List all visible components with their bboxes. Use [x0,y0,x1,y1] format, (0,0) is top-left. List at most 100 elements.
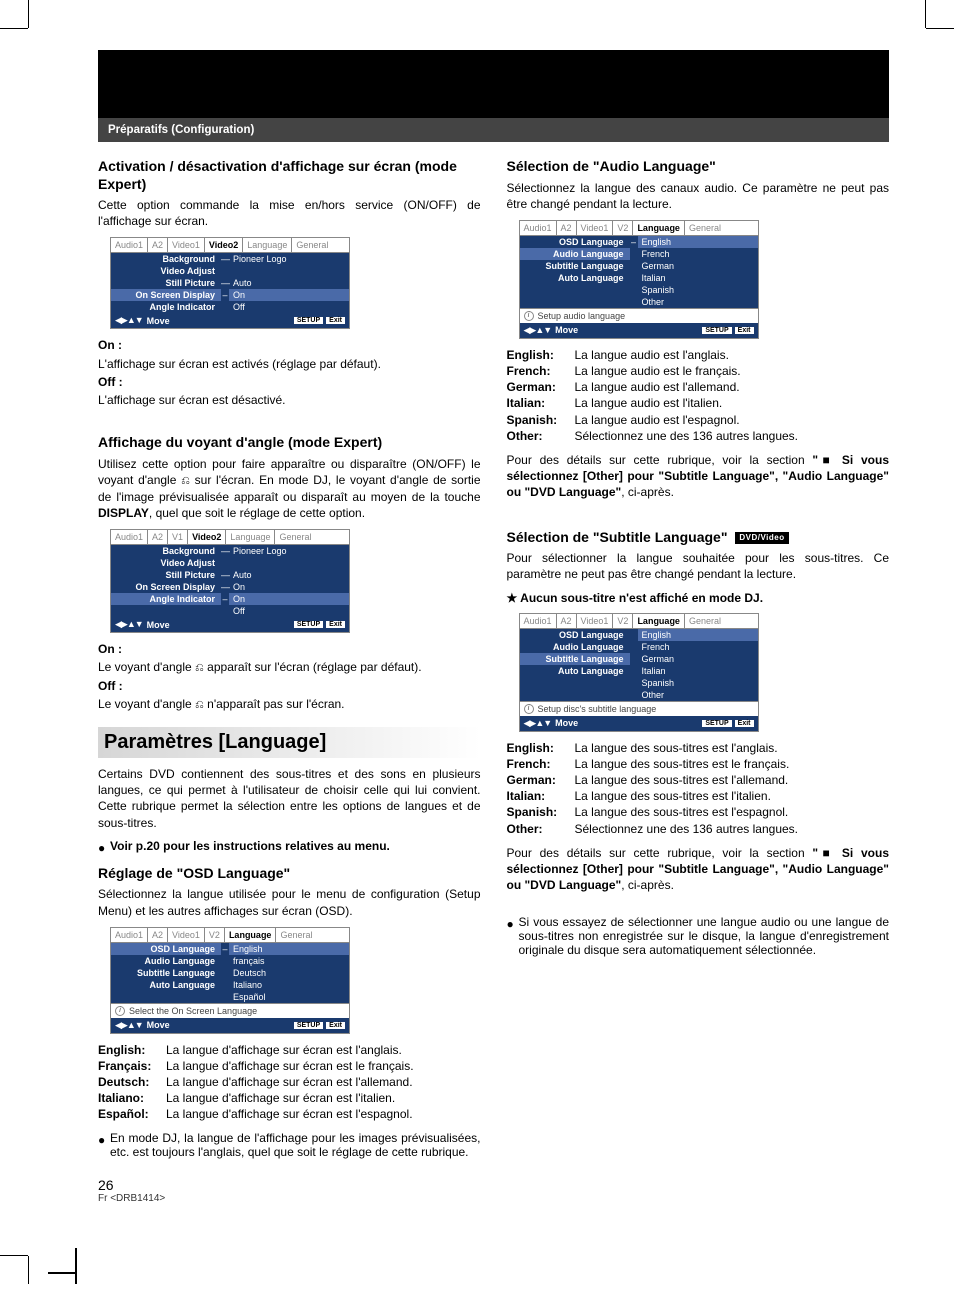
def-row: French:La langue des sous-titres est le … [507,756,890,772]
menu-tab[interactable]: V1 [168,530,188,544]
menu-row[interactable]: Auto LanguageItalian [520,272,758,284]
menu-row[interactable]: Español [111,991,349,1003]
menu-row[interactable]: Other [520,689,758,701]
menu-tab[interactable]: General [685,221,725,235]
def-row: German:La langue audio est l'allemand. [507,379,890,395]
menu-tab[interactable]: Video1 [577,614,614,628]
menu-row[interactable]: Audio Languagefrançais [111,955,349,967]
menu-row[interactable]: On Screen Display—On [111,581,349,593]
menu-tab[interactable]: General [292,238,332,252]
menu-tab[interactable]: Video1 [168,238,205,252]
menu-tab[interactable]: General [276,928,316,942]
menu-tab[interactable]: A2 [148,530,168,544]
menu-row[interactable]: Subtitle LanguageGerman [520,260,758,272]
menu-row[interactable]: Subtitle LanguageDeutsch [111,967,349,979]
def-val: La langue audio est l'anglais. [575,347,890,363]
menu-row[interactable]: Off [111,605,349,617]
subtitle-intro: Pour sélectionner la langue souhaitée po… [507,550,890,582]
menu-row[interactable]: On Screen Display–On [111,289,349,301]
def-key: German: [507,772,575,788]
menu-row[interactable]: Angle Indicator–On [111,593,349,605]
sec2-on-label: On : [98,641,481,657]
menu-tab[interactable]: Audio1 [520,221,557,235]
def-key: German: [507,379,575,395]
def-key: Spanish: [507,804,575,820]
menu-row[interactable]: Background—Pioneer Logo [111,545,349,557]
def-key: English: [507,740,575,756]
def-val: La langue audio est l'espagnol. [575,412,890,428]
menu-row[interactable]: OSD LanguageEnglish [520,629,758,641]
menu-footer: ◀▶▲▼MoveSETUPExit [520,323,758,338]
sec2-on-text: Le voyant d'angle ⎌ apparaît sur l'écran… [98,659,481,676]
def-val: La langue audio est l'allemand. [575,379,890,395]
menu-tab[interactable]: Language [225,928,277,942]
menu-row[interactable]: Auto LanguageItalian [520,665,758,677]
def-row: Deutsch:La langue d'affichage sur écran … [98,1074,481,1090]
menu-info: iSetup audio language [520,308,758,323]
menu-tab[interactable]: V2 [613,221,633,235]
menu-tab[interactable]: A2 [148,238,168,252]
menu-row[interactable]: Spanish [520,284,758,296]
def-key: Italian: [507,788,575,804]
osd-intro: Sélectionnez la langue utilisée pour le … [98,886,481,918]
menu-row[interactable]: OSD Language–English [520,236,758,248]
menu-tab[interactable]: A2 [148,928,168,942]
menu-row[interactable]: Audio LanguageFrench [520,641,758,653]
menu-row[interactable]: Video Adjust [111,557,349,569]
def-row: Español:La langue d'affichage sur écran … [98,1106,481,1122]
sec2-intro: Utilisez cette option pour faire apparaî… [98,456,481,521]
menu-row[interactable]: Still Picture—Auto [111,277,349,289]
menu-row[interactable]: Other [520,296,758,308]
menu-tab[interactable]: General [685,614,725,628]
menu-row[interactable]: Video Adjust [111,265,349,277]
audio-menu: Audio1A2Video1V2LanguageGeneralOSD Langu… [519,220,759,339]
menu-row[interactable]: Angle IndicatorOff [111,301,349,313]
menu-tab[interactable]: Audio1 [111,928,148,942]
def-key: French: [507,756,575,772]
subtitle-title: Sélection de "Subtitle Language" DVD/Vid… [507,529,890,547]
menu-tab[interactable]: Audio1 [520,614,557,628]
lang-note: Voir p.20 pour les instructions relative… [110,839,390,855]
menu-tab[interactable]: Audio1 [111,530,148,544]
menu-row[interactable]: Audio LanguageFrench [520,248,758,260]
audio-intro: Sélectionnez la langue des canaux audio.… [507,180,890,212]
sec2-off-label: Off : [98,678,481,694]
def-val: La langue d'affichage sur écran est le f… [166,1058,481,1074]
audio-defs: English:La langue audio est l'anglais.Fr… [507,347,890,444]
menu-tab[interactable]: General [275,530,315,544]
menu-row[interactable]: Still Picture—Auto [111,569,349,581]
angle-icon: ⎌ [195,698,204,711]
menu-tab[interactable]: A2 [557,221,577,235]
def-row: Spanish:La langue audio est l'espagnol. [507,412,890,428]
menu-row[interactable]: Subtitle LanguageGerman [520,653,758,665]
menu-tab[interactable]: V2 [205,928,225,942]
menu-tab[interactable]: Language [226,530,275,544]
menu-row[interactable]: OSD Language–English [111,943,349,955]
menu-row[interactable]: Auto LanguageItaliano [111,979,349,991]
def-row: Italian:La langue des sous-titres est l'… [507,788,890,804]
menu-tab[interactable]: Video1 [168,928,205,942]
def-val: La langue des sous-titres est le françai… [575,756,890,772]
def-val: La langue des sous-titres est l'italien. [575,788,890,804]
osd-menu: Audio1A2Video1V2LanguageGeneralOSD Langu… [110,927,350,1034]
menu-row[interactable]: Background—Pioneer Logo [111,253,349,265]
def-row: English:La langue d'affichage sur écran … [98,1042,481,1058]
menu-tab[interactable]: Audio1 [111,238,148,252]
menu-tab[interactable]: Video1 [577,221,614,235]
menu-tab[interactable]: A2 [557,614,577,628]
menu-tab[interactable]: Video2 [188,530,226,544]
angle-icon: ⎌ [181,474,190,487]
menu-tab[interactable]: Language [633,614,685,628]
subtitle-detail: Pour des détails sur cette rubrique, voi… [507,845,890,894]
menu-row[interactable]: Spanish [520,677,758,689]
audio-title: Sélection de "Audio Language" [507,158,890,176]
def-val: La langue d'affichage sur écran est l'an… [166,1042,481,1058]
page-content: Préparatifs (Configuration) Activation /… [0,118,954,1204]
sec2-menu: Audio1A2V1Video2LanguageGeneralBackgroun… [110,529,350,633]
menu-tab[interactable]: Language [243,238,292,252]
menu-tab[interactable]: Video2 [205,238,243,252]
menu-tab[interactable]: Language [633,221,685,235]
def-row: Spanish:La langue des sous-titres est l'… [507,804,890,820]
def-key: Deutsch: [98,1074,166,1090]
menu-tab[interactable]: V2 [613,614,633,628]
